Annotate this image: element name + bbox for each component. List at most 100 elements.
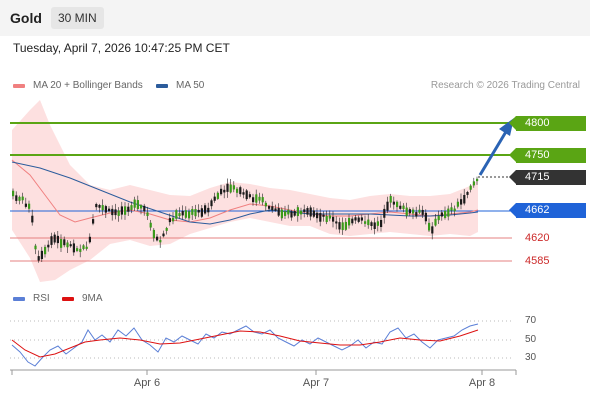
ma50-line	[11, 161, 479, 225]
candle-body	[258, 196, 261, 201]
candle-body	[79, 248, 82, 252]
candle-body	[376, 221, 379, 226]
candle-body	[53, 234, 56, 243]
candle-body	[405, 207, 408, 216]
candle-body	[101, 205, 104, 211]
candle-body	[108, 208, 111, 212]
candle-body	[447, 208, 450, 217]
candle-body	[386, 201, 389, 211]
candle-body	[60, 239, 63, 248]
candle-body	[418, 209, 421, 213]
candle-body	[95, 204, 98, 208]
s1-level-label: 4620	[525, 232, 550, 244]
candle-body	[162, 233, 165, 237]
ma50-label: MA 50	[176, 80, 205, 91]
r2-level-badge: 4800	[509, 116, 586, 131]
candle-body	[287, 209, 290, 215]
candle-body	[165, 227, 168, 231]
candle-body	[213, 196, 216, 201]
candle-body	[232, 185, 235, 190]
ma20-swatch	[13, 83, 25, 88]
copyright-text: Research © 2026 Trading Central	[430, 80, 580, 91]
candle-body	[428, 222, 431, 231]
candle-body	[364, 221, 367, 224]
candle-body	[76, 248, 79, 252]
candle-body	[277, 208, 280, 216]
candle-body	[472, 181, 475, 186]
candle-body	[463, 194, 466, 204]
candle-body	[348, 217, 351, 226]
candle-body	[12, 190, 15, 197]
candle-body	[47, 244, 50, 248]
candle-body	[357, 217, 360, 222]
candle-body	[66, 242, 69, 248]
candle-body	[466, 192, 469, 195]
candle-body	[332, 216, 335, 222]
candle-body	[117, 210, 120, 216]
candle-body	[460, 199, 463, 205]
candle-body	[226, 183, 229, 192]
candle-body	[399, 205, 402, 209]
legend-rsi: RSI	[13, 293, 50, 304]
candle-body	[56, 235, 59, 244]
candle-body	[389, 195, 392, 203]
candle-body	[136, 200, 139, 209]
candle-body	[34, 245, 37, 250]
candle-body	[31, 215, 34, 223]
candle-body	[456, 201, 459, 207]
candle-body	[152, 229, 155, 239]
bollinger-band	[12, 100, 478, 282]
candle-body	[252, 197, 255, 203]
candle-body	[367, 219, 370, 226]
candle-body	[309, 207, 312, 217]
candle-body	[268, 206, 271, 209]
candle-body	[200, 208, 203, 217]
candle-body	[242, 192, 245, 195]
candle-body	[21, 196, 24, 201]
candlesticks	[12, 176, 479, 263]
candle-body	[44, 246, 47, 255]
candle-body	[156, 236, 159, 241]
candle-body	[120, 206, 123, 215]
candle-body	[111, 208, 114, 216]
legend-ma20: MA 20 + Bollinger Bands	[13, 80, 143, 91]
candle-body	[444, 210, 447, 218]
candle-body	[18, 196, 21, 201]
candle-body	[440, 212, 443, 217]
candle-body	[197, 209, 200, 213]
candle-body	[239, 187, 242, 195]
candle-body	[223, 189, 226, 193]
candle-body	[124, 206, 127, 215]
candle-body	[296, 207, 299, 217]
chart-datetime: Tuesday, April 7, 2026 10:47:25 PM CET	[13, 41, 230, 55]
candle-body	[344, 221, 347, 230]
candle-body	[380, 219, 383, 228]
candle-body	[168, 218, 171, 223]
timeframe-button[interactable]: 30 MIN	[51, 7, 104, 29]
candle-body	[450, 207, 453, 211]
rsi-level-70: 70	[525, 315, 537, 326]
candle-body	[351, 218, 354, 224]
candle-body	[85, 246, 88, 249]
rsi-line	[11, 323, 479, 367]
candle-body	[303, 209, 306, 213]
candle-body	[328, 215, 331, 219]
candle-body	[104, 206, 107, 213]
candle-body	[229, 184, 232, 193]
candle-body	[210, 200, 213, 207]
candle-body	[300, 210, 303, 215]
candle-body	[220, 188, 223, 195]
candle-body	[338, 222, 341, 230]
x-label-apr7: Apr 7	[302, 377, 330, 389]
candle-body	[421, 209, 424, 215]
ma50-swatch	[156, 83, 168, 88]
rsi-ma-line	[11, 329, 479, 358]
candle-body	[178, 213, 181, 217]
candle-body	[127, 206, 130, 212]
candle-body	[207, 207, 210, 213]
instrument-title: Gold	[10, 10, 42, 26]
rsi-label: RSI	[33, 293, 50, 304]
candle-body	[306, 208, 309, 215]
candle-body	[63, 239, 66, 246]
